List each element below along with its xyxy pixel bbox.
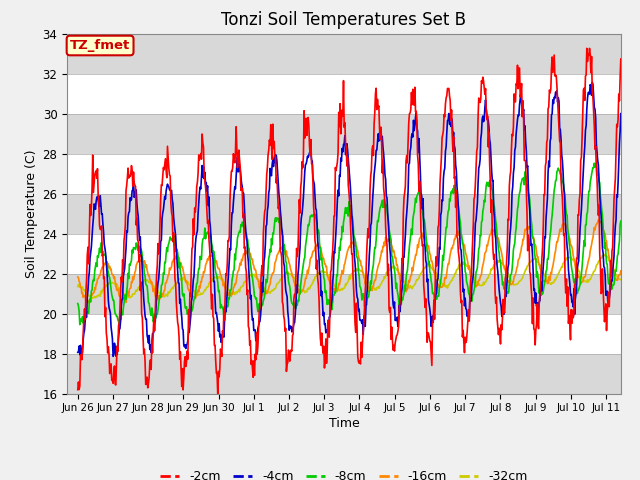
Line: -8cm: -8cm — [78, 163, 621, 326]
-16cm — [420, 235, 428, 241]
-8cm — [591, 160, 598, 166]
-4cm — [390, 305, 397, 311]
-4cm — [542, 215, 550, 221]
-8cm — [542, 268, 550, 274]
-8cm — [390, 264, 397, 269]
Bar — [67, 234, 621, 274]
-2cm — [420, 291, 428, 297]
-4cm — [108, 330, 116, 336]
-32cm — [617, 277, 625, 283]
-2cm — [404, 140, 412, 145]
-2cm — [214, 392, 221, 398]
Legend: -2cm, -4cm, -8cm, -16cm, -32cm: -2cm, -4cm, -8cm, -16cm, -32cm — [156, 465, 532, 480]
-2cm — [486, 179, 494, 185]
Bar — [67, 154, 621, 193]
-8cm — [404, 259, 412, 265]
-2cm — [390, 342, 397, 348]
-32cm — [88, 296, 96, 301]
Bar — [67, 354, 621, 394]
-16cm — [595, 217, 602, 223]
Line: -32cm: -32cm — [78, 254, 621, 299]
Y-axis label: Soil Temperature (C): Soil Temperature (C) — [26, 149, 38, 278]
-16cm — [404, 281, 412, 287]
-4cm — [588, 79, 596, 85]
Title: Tonzi Soil Temperatures Set B: Tonzi Soil Temperatures Set B — [221, 11, 467, 29]
Bar — [67, 274, 621, 313]
Text: TZ_fmet: TZ_fmet — [70, 39, 130, 52]
Line: -4cm: -4cm — [78, 82, 621, 358]
Bar — [67, 73, 621, 114]
-8cm — [420, 217, 428, 223]
Bar — [67, 34, 621, 73]
-32cm — [404, 283, 412, 289]
-4cm — [78, 355, 86, 361]
Bar — [67, 313, 621, 354]
-4cm — [420, 239, 428, 245]
-2cm — [108, 361, 115, 367]
-16cm — [617, 268, 625, 274]
Bar — [67, 193, 621, 234]
Line: -16cm: -16cm — [78, 220, 621, 303]
-4cm — [617, 111, 625, 117]
-4cm — [74, 349, 82, 355]
-32cm — [486, 270, 494, 276]
-16cm — [86, 300, 93, 306]
-16cm — [390, 248, 397, 253]
-32cm — [542, 274, 550, 280]
-32cm — [74, 284, 82, 289]
Bar — [67, 114, 621, 154]
-2cm — [74, 387, 82, 393]
-2cm — [617, 56, 625, 62]
-16cm — [108, 271, 116, 277]
-2cm — [583, 46, 591, 51]
-8cm — [108, 287, 115, 292]
-32cm — [601, 252, 609, 257]
Line: -2cm: -2cm — [78, 48, 621, 395]
-32cm — [108, 280, 116, 286]
X-axis label: Time: Time — [328, 418, 360, 431]
-16cm — [542, 278, 550, 284]
-16cm — [486, 231, 494, 237]
-32cm — [390, 264, 397, 270]
-4cm — [486, 141, 494, 147]
-2cm — [542, 159, 550, 165]
-8cm — [74, 300, 82, 306]
-32cm — [420, 265, 428, 271]
-16cm — [74, 274, 82, 280]
-4cm — [404, 189, 412, 194]
-8cm — [617, 218, 625, 224]
-8cm — [115, 323, 123, 329]
-8cm — [486, 177, 494, 183]
